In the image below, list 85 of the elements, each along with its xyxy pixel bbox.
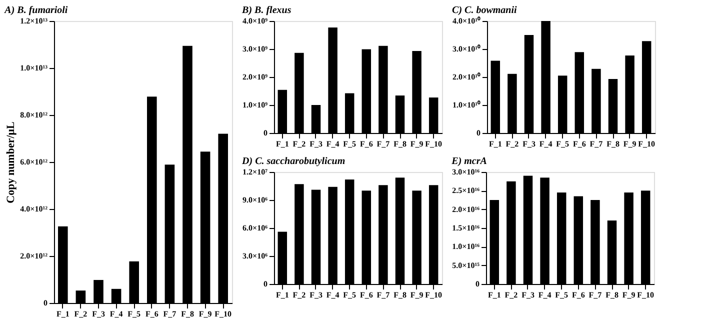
x-tick-label: F_1 xyxy=(56,310,70,318)
y-tick-label: 1.0×10¹⁰ xyxy=(452,100,480,110)
x-tick-label: F_6 xyxy=(572,140,586,148)
x-tick-label: F_1 xyxy=(488,290,501,300)
x-tick-label: F_8 xyxy=(394,140,406,148)
x-tick-label: F_2 xyxy=(504,290,518,300)
y-tick-label: 2.0×10¹⁰ xyxy=(452,72,480,82)
y-tick-label: 8.0×10¹² xyxy=(20,110,48,120)
chart-title: C) C. bowmanii xyxy=(452,5,517,16)
x-tick-label: F_4 xyxy=(110,310,123,318)
x-tick-label: F_4 xyxy=(326,290,340,300)
y-tick-label: 3.0×10⁶ xyxy=(242,252,268,260)
y-tick-label: 0 xyxy=(476,280,480,288)
x-tick-label: F_8 xyxy=(181,310,194,318)
x-tick-label: F_7 xyxy=(376,140,390,148)
x-tick-label: F_1 xyxy=(488,140,502,148)
x-tick-label: F_3 xyxy=(522,140,536,148)
x-tick-label: F_9 xyxy=(623,140,636,148)
y-tick-label: 1.0×10⁹ xyxy=(242,100,268,110)
y-tick-label: 0 xyxy=(476,128,480,138)
x-tick-label: F_9 xyxy=(410,290,424,300)
x-tick-label: F_8 xyxy=(606,140,620,148)
y-tick-label: 1.2×10¹³ xyxy=(20,16,48,26)
y-tick-label: 3.0×10⁹ xyxy=(242,44,268,54)
x-tick-label: F_2 xyxy=(292,290,306,300)
x-tick-label: F_5 xyxy=(555,290,568,300)
y-tick-label: 4.0×10¹² xyxy=(20,204,48,214)
y-tick-label: 3.0×10¹⁶ xyxy=(452,168,480,176)
y-tick-label: 5.0×10¹⁵ xyxy=(452,260,480,270)
x-tick-label: F_1 xyxy=(276,140,289,148)
x-tick-label: F_10 xyxy=(214,310,232,318)
y-tick-label: 0 xyxy=(264,280,268,288)
y-tick-label: 2.5×10¹⁶ xyxy=(452,186,480,196)
chart-title: A) B. fumarioli xyxy=(4,5,68,16)
chart-title: E) mcrA xyxy=(450,156,488,167)
y-tick-label: 1.0×10¹⁶ xyxy=(452,242,480,252)
x-tick-label: F_10 xyxy=(425,290,442,300)
x-tick-label: F_5 xyxy=(128,310,141,318)
x-tick-label: F_3 xyxy=(92,310,105,318)
x-tick-label: F_7 xyxy=(588,290,602,300)
x-tick-label: F_5 xyxy=(343,290,356,300)
x-tick-label: F_7 xyxy=(376,290,390,300)
y-tick-label: 2.0×10¹² xyxy=(20,252,48,260)
x-tick-label: F_8 xyxy=(606,290,618,300)
x-tick-label: F_9 xyxy=(622,290,636,300)
x-tick-label: F_9 xyxy=(410,140,424,148)
x-tick-label: F_6 xyxy=(360,140,373,148)
x-tick-label: F_5 xyxy=(556,140,570,148)
x-tick-label: F_1 xyxy=(276,290,289,300)
x-tick-label: F_2 xyxy=(74,310,88,318)
y-tick-label: 2.0×10⁹ xyxy=(242,72,268,82)
x-tick-label: F_10 xyxy=(637,290,654,300)
y-tick-label: 3.0×10¹⁰ xyxy=(452,44,480,54)
x-tick-label: F_3 xyxy=(310,290,322,300)
x-tick-label: F_4 xyxy=(539,140,552,148)
y-tick-label: 9.0×10⁶ xyxy=(242,196,268,204)
y-tick-label: 1.0×10¹³ xyxy=(20,64,48,72)
x-tick-label: F_4 xyxy=(326,140,340,148)
y-tick-label: 6.0×10¹² xyxy=(20,158,48,166)
x-tick-label: F_4 xyxy=(538,290,552,300)
y-tick-label: 0 xyxy=(264,128,268,138)
chart-title: D) C. saccharobutylicum xyxy=(241,156,346,167)
x-tick-label: F_6 xyxy=(360,290,373,300)
x-tick-label: F_7 xyxy=(163,310,176,318)
y-tick-label: 0 xyxy=(44,298,48,308)
x-tick-label: F_10 xyxy=(425,140,442,148)
x-tick-label: F_3 xyxy=(522,290,534,300)
x-tick-label: F_6 xyxy=(572,290,585,300)
x-tick-label: F_7 xyxy=(590,140,603,148)
x-tick-label: F_2 xyxy=(506,140,519,148)
y-tick-label: 2.0×10¹⁶ xyxy=(452,204,480,214)
x-tick-label: F_9 xyxy=(198,310,212,318)
x-tick-label: F_6 xyxy=(145,310,158,318)
y-axis-title: Copy number/μL xyxy=(5,122,18,204)
x-tick-label: F_3 xyxy=(310,140,322,148)
x-tick-label: F_8 xyxy=(394,290,406,300)
x-tick-label: F_2 xyxy=(292,140,306,148)
y-tick-label: 1.2×10⁷ xyxy=(242,168,268,176)
y-tick-label: 4.0×10¹⁰ xyxy=(452,16,480,26)
x-tick-label: F_10 xyxy=(638,140,656,148)
y-tick-label: 4.0×10⁹ xyxy=(242,16,268,26)
y-tick-label: 1.5×10¹⁶ xyxy=(452,224,480,232)
chart-title: B) B. flexus xyxy=(241,5,292,16)
x-tick-label: F_5 xyxy=(343,140,356,148)
y-tick-label: 6.0×10⁶ xyxy=(242,224,268,232)
